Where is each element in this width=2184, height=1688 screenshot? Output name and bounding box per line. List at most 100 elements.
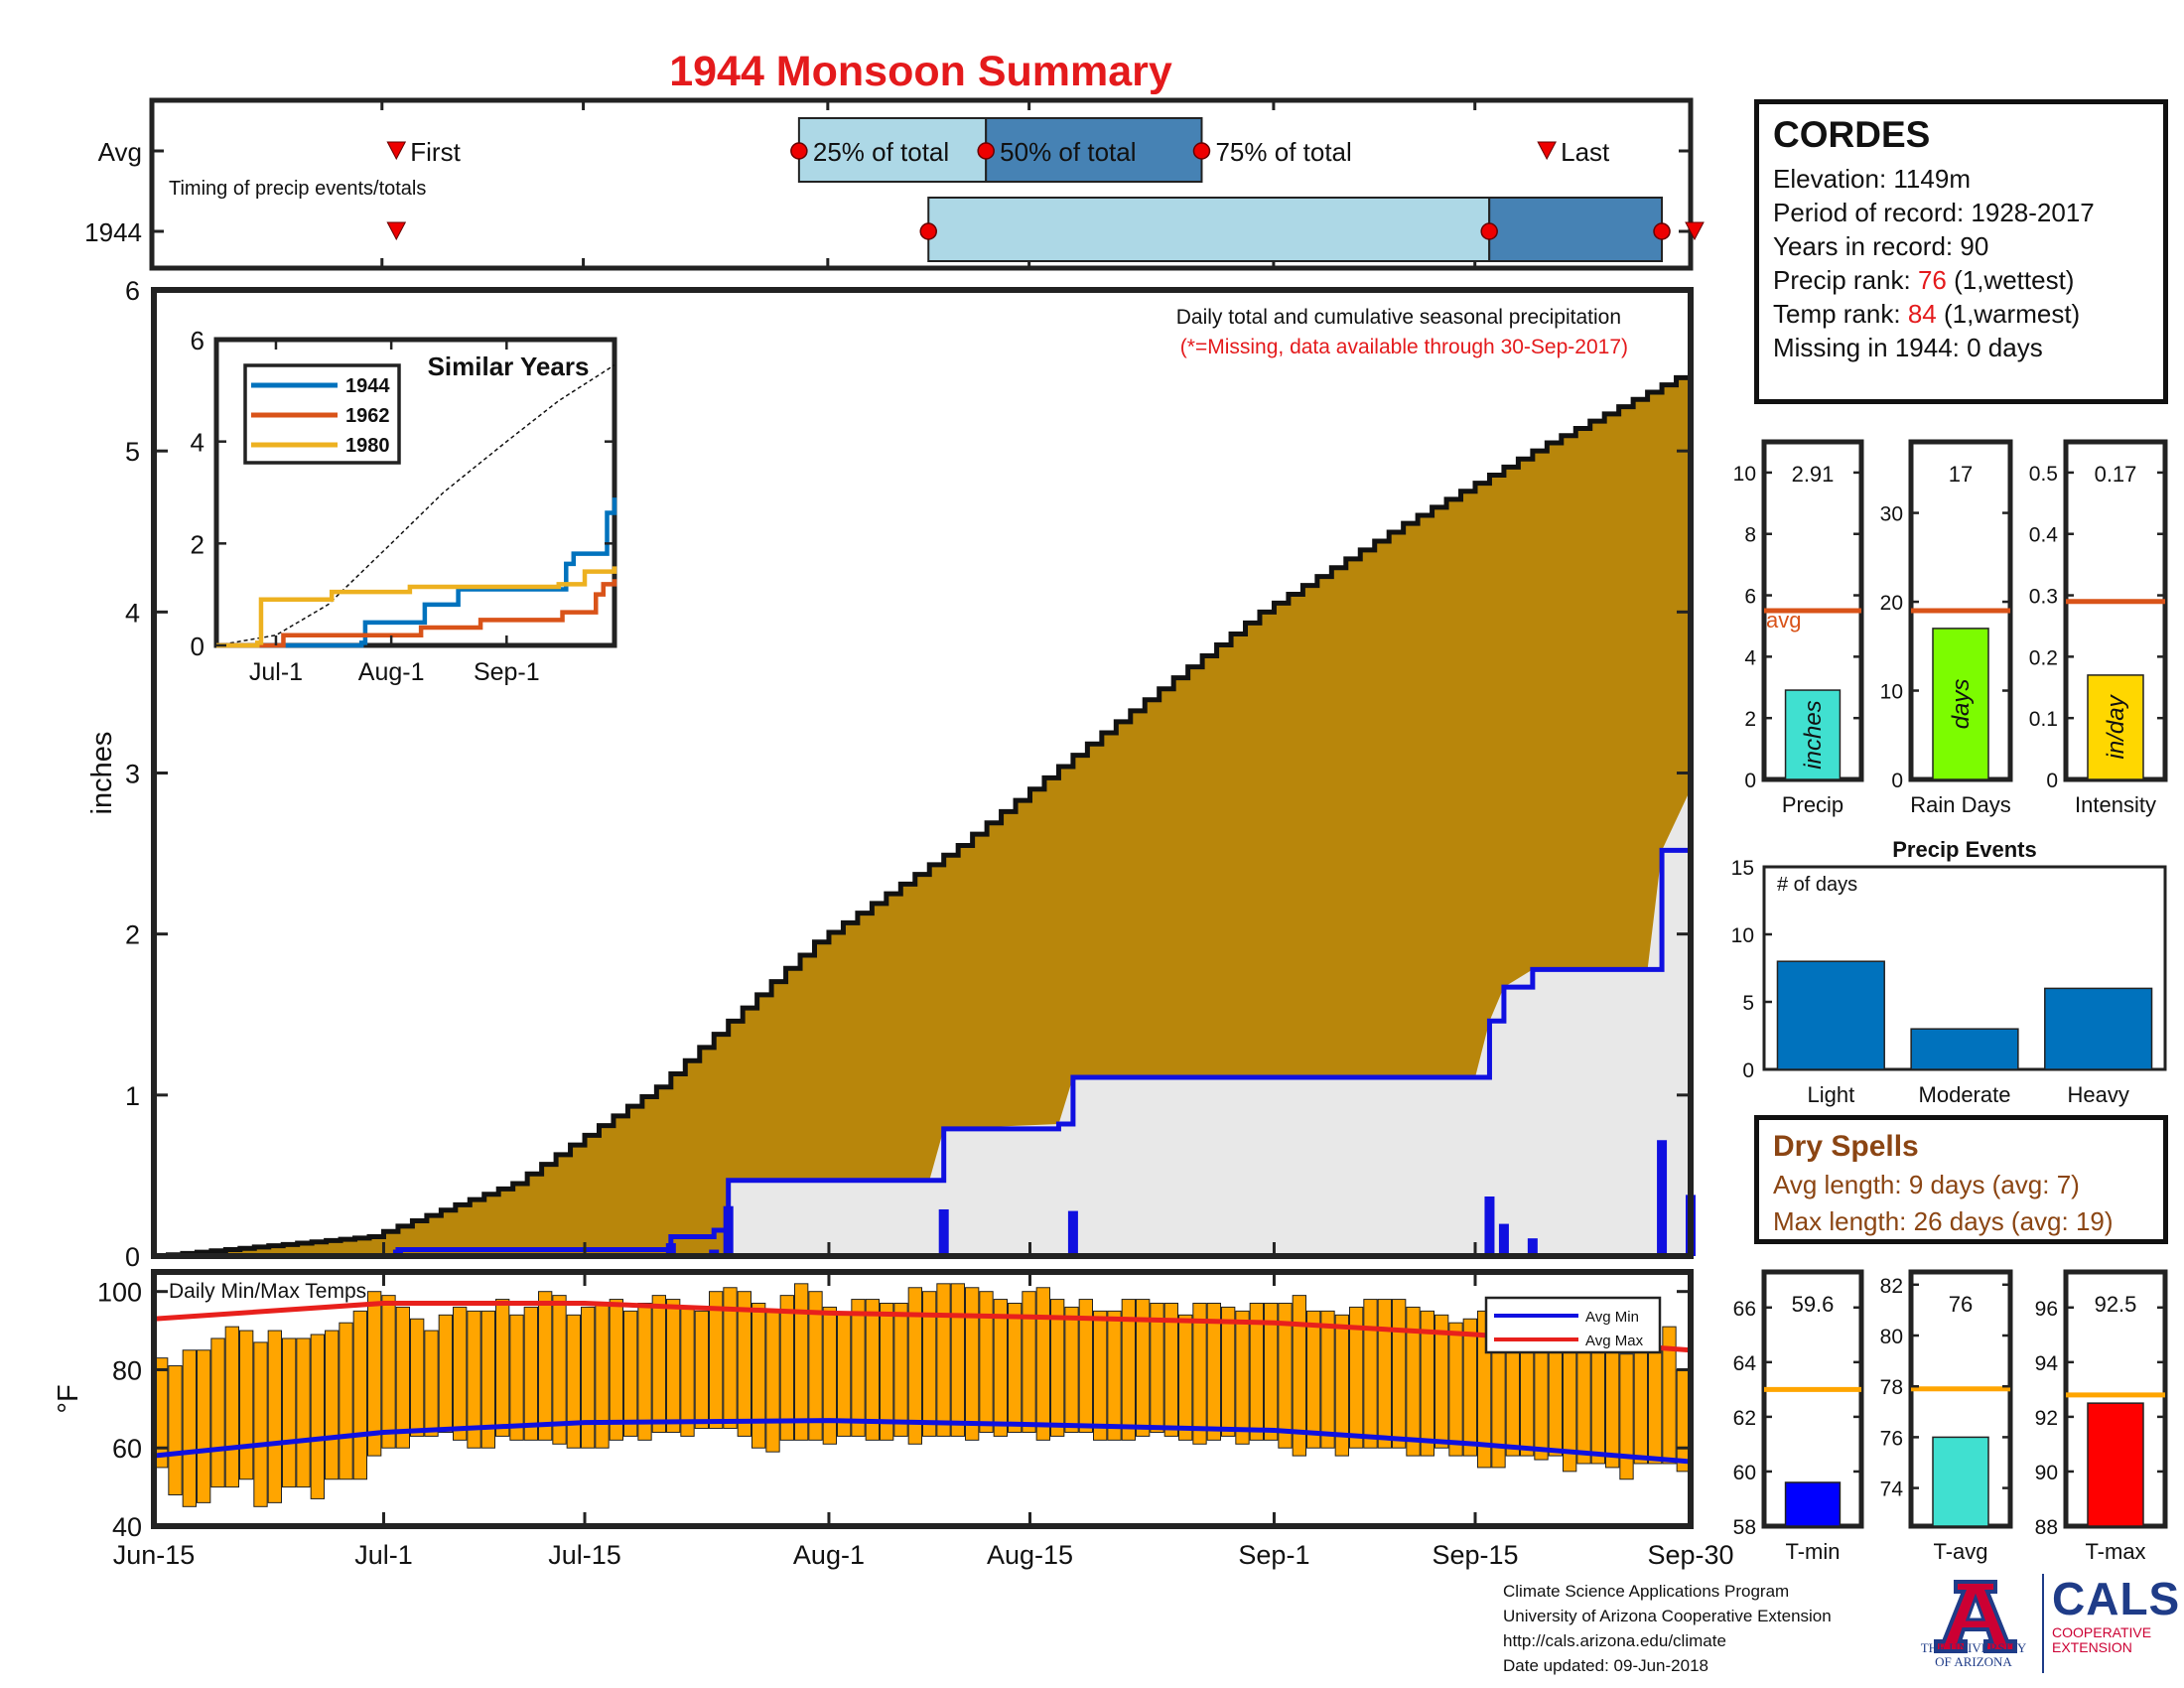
- timing-label-first: First: [410, 137, 461, 167]
- intensity-unit-label: in/day: [2103, 693, 2129, 759]
- temps-x-tick-label: Sep-15: [1432, 1540, 1518, 1570]
- precip_total-y-tick-label: 8: [1744, 524, 1756, 547]
- tmin_avg-value-label: 59.6: [1792, 1292, 1835, 1317]
- tavg_avg-y-tick-label: 80: [1880, 1326, 1903, 1348]
- temps-legend-box: [1484, 1296, 1662, 1354]
- tmax_avg-x-label: T-max: [2085, 1539, 2145, 1564]
- daily-temp-bar: [880, 1303, 894, 1441]
- precip_total-y-tick-label: 4: [1744, 646, 1756, 669]
- precip-events-title: Precip Events: [1892, 837, 2037, 862]
- precip_total-x-label: Precip: [1782, 792, 1843, 817]
- intensity-y-tick-label: 0: [2046, 770, 2058, 792]
- temp-rank: Temp rank: 84 (1,warmest): [1773, 299, 2149, 330]
- tmin_avg-y-tick-label: 64: [1733, 1352, 1757, 1375]
- precip-events-y-tick-label: 10: [1731, 924, 1754, 947]
- tmin_avg-y-tick-label: 58: [1733, 1516, 1756, 1539]
- daily-temp-bar: [325, 1330, 340, 1480]
- intensity-value-label: 0.17: [2095, 462, 2137, 487]
- similar-years-x-tick-label: Aug-1: [358, 658, 425, 686]
- timing-avg-50-marker: [977, 142, 995, 160]
- timing-avg-25-marker: [790, 142, 808, 160]
- daily-temp-bar: [467, 1310, 481, 1449]
- temps-legend-label-max: Avg Max: [1585, 1333, 1644, 1349]
- daily-precip-bar: [1067, 1210, 1078, 1256]
- precip-events-bar: [1910, 1028, 2019, 1070]
- daily-temp-bar: [1008, 1303, 1023, 1433]
- similar-years-legend-label-1980: 1980: [345, 435, 390, 457]
- similar-years-y-tick-label: 0: [191, 632, 205, 661]
- page-title: 1944 Monsoon Summary: [669, 48, 1172, 95]
- intensity-bar: [2087, 674, 2144, 780]
- tavg_avg-y-tick-label: 76: [1880, 1427, 1903, 1450]
- timing-avg-box-25-50: [797, 117, 988, 183]
- similar-years-line-1980: [216, 566, 617, 648]
- daily-temp-bar: [694, 1310, 710, 1430]
- temp-rank-prefix: Temp rank:: [1773, 299, 1908, 329]
- temps-x-tick-label: Jun-15: [113, 1540, 196, 1570]
- period-label: Period of record: 1928-2017: [1773, 198, 2095, 227]
- precip-events-bar: [2044, 987, 2153, 1070]
- precip-events-bar: [1776, 960, 1885, 1070]
- similar-years-average-line: [215, 364, 615, 646]
- precip-events-y-tick-label: 5: [1742, 992, 1754, 1015]
- temps-x-tick-label: Sep-30: [1647, 1540, 1733, 1570]
- timing-year-box-50-75: [1488, 197, 1664, 262]
- daily-temp-bar: [381, 1295, 396, 1449]
- daily-precip-bar: [1498, 1223, 1509, 1256]
- daily-temp-bar: [808, 1291, 823, 1441]
- daily-temp-bar: [1320, 1310, 1335, 1449]
- daily-temp-bar: [1064, 1306, 1079, 1433]
- timing-year-75-marker: [1653, 222, 1671, 240]
- daily-temp-bar: [1078, 1299, 1093, 1433]
- precip-rank-prefix: Precip rank:: [1773, 265, 1918, 295]
- temps-x-tick-label: Sep-1: [1238, 1540, 1309, 1570]
- intensity-y-tick-label: 0.3: [2029, 586, 2058, 609]
- daily-temp-bar: [936, 1283, 951, 1437]
- tmax_avg-y-tick-label: 88: [2035, 1516, 2058, 1539]
- footer-line-4: Date updated: 09-Jun-2018: [1503, 1656, 1708, 1675]
- tmin_avg-y-tick-label: 66: [1733, 1298, 1756, 1321]
- timing-year-first-marker: [386, 221, 407, 241]
- daily-temp-bar: [723, 1287, 738, 1430]
- precip_total-y-tick-label: 0: [1744, 770, 1756, 792]
- cumulative-y-tick-label: 4: [125, 598, 140, 628]
- temps-chart-title: Daily Min/Max Temps: [169, 1280, 366, 1303]
- university-of-arizona-wordmark: THE UNIVERSITY OF ARIZONA: [1914, 1641, 2033, 1669]
- uofa-line-2: OF ARIZONA: [1935, 1654, 2012, 1669]
- timing-avg-box-50-75: [985, 117, 1203, 183]
- daily-temp-bar: [197, 1349, 211, 1503]
- daily-temp-bar: [1605, 1349, 1620, 1469]
- daily-temp-bar: [282, 1337, 297, 1488]
- daily-temp-bar: [523, 1306, 539, 1441]
- rain_days-y-tick-label: 20: [1880, 592, 1903, 615]
- daily-precip-bar: [709, 1249, 720, 1256]
- timing-label-last: Last: [1561, 137, 1610, 167]
- cumulative-year-line: [154, 788, 1694, 1259]
- daily-temp-bar: [1434, 1314, 1449, 1449]
- daily-temp-bar: [367, 1291, 382, 1457]
- tmin_avg-bar: [1784, 1481, 1842, 1527]
- daily-temp-bar: [737, 1291, 752, 1437]
- rain_days-y-tick-label: 0: [1891, 770, 1903, 792]
- tavg_avg-y-tick-label: 82: [1880, 1275, 1903, 1298]
- similar-years-legend-label-1944: 1944: [345, 375, 390, 397]
- avg-min-line: [153, 1418, 1692, 1465]
- timing-year-25-marker: [919, 222, 937, 240]
- daily-temp-bar: [907, 1287, 923, 1445]
- similar-years-y-tick-label: 2: [191, 529, 205, 559]
- tavg_avg-y-tick-label: 74: [1880, 1478, 1904, 1501]
- daily-temp-bar: [680, 1306, 695, 1437]
- daily-temp-bar: [1249, 1303, 1264, 1441]
- tmax_avg-value-label: 92.5: [2095, 1292, 2137, 1317]
- tmin_avg-x-label: T-min: [1786, 1539, 1841, 1564]
- temps-x-tick-label: Aug-15: [987, 1540, 1073, 1570]
- rain_days-bar: [1932, 628, 1989, 780]
- cumulative-avg-line: [154, 370, 1694, 1259]
- precip-events-y-tick-label: 0: [1742, 1059, 1754, 1082]
- daily-temp-bar: [410, 1318, 425, 1437]
- daily-temp-bar: [1590, 1337, 1605, 1465]
- cumulative-y-tick-label: 2: [125, 920, 140, 950]
- daily-temp-bar: [922, 1291, 937, 1437]
- daily-temp-bar: [566, 1314, 582, 1449]
- rain_days-y-tick-label: 10: [1880, 681, 1903, 704]
